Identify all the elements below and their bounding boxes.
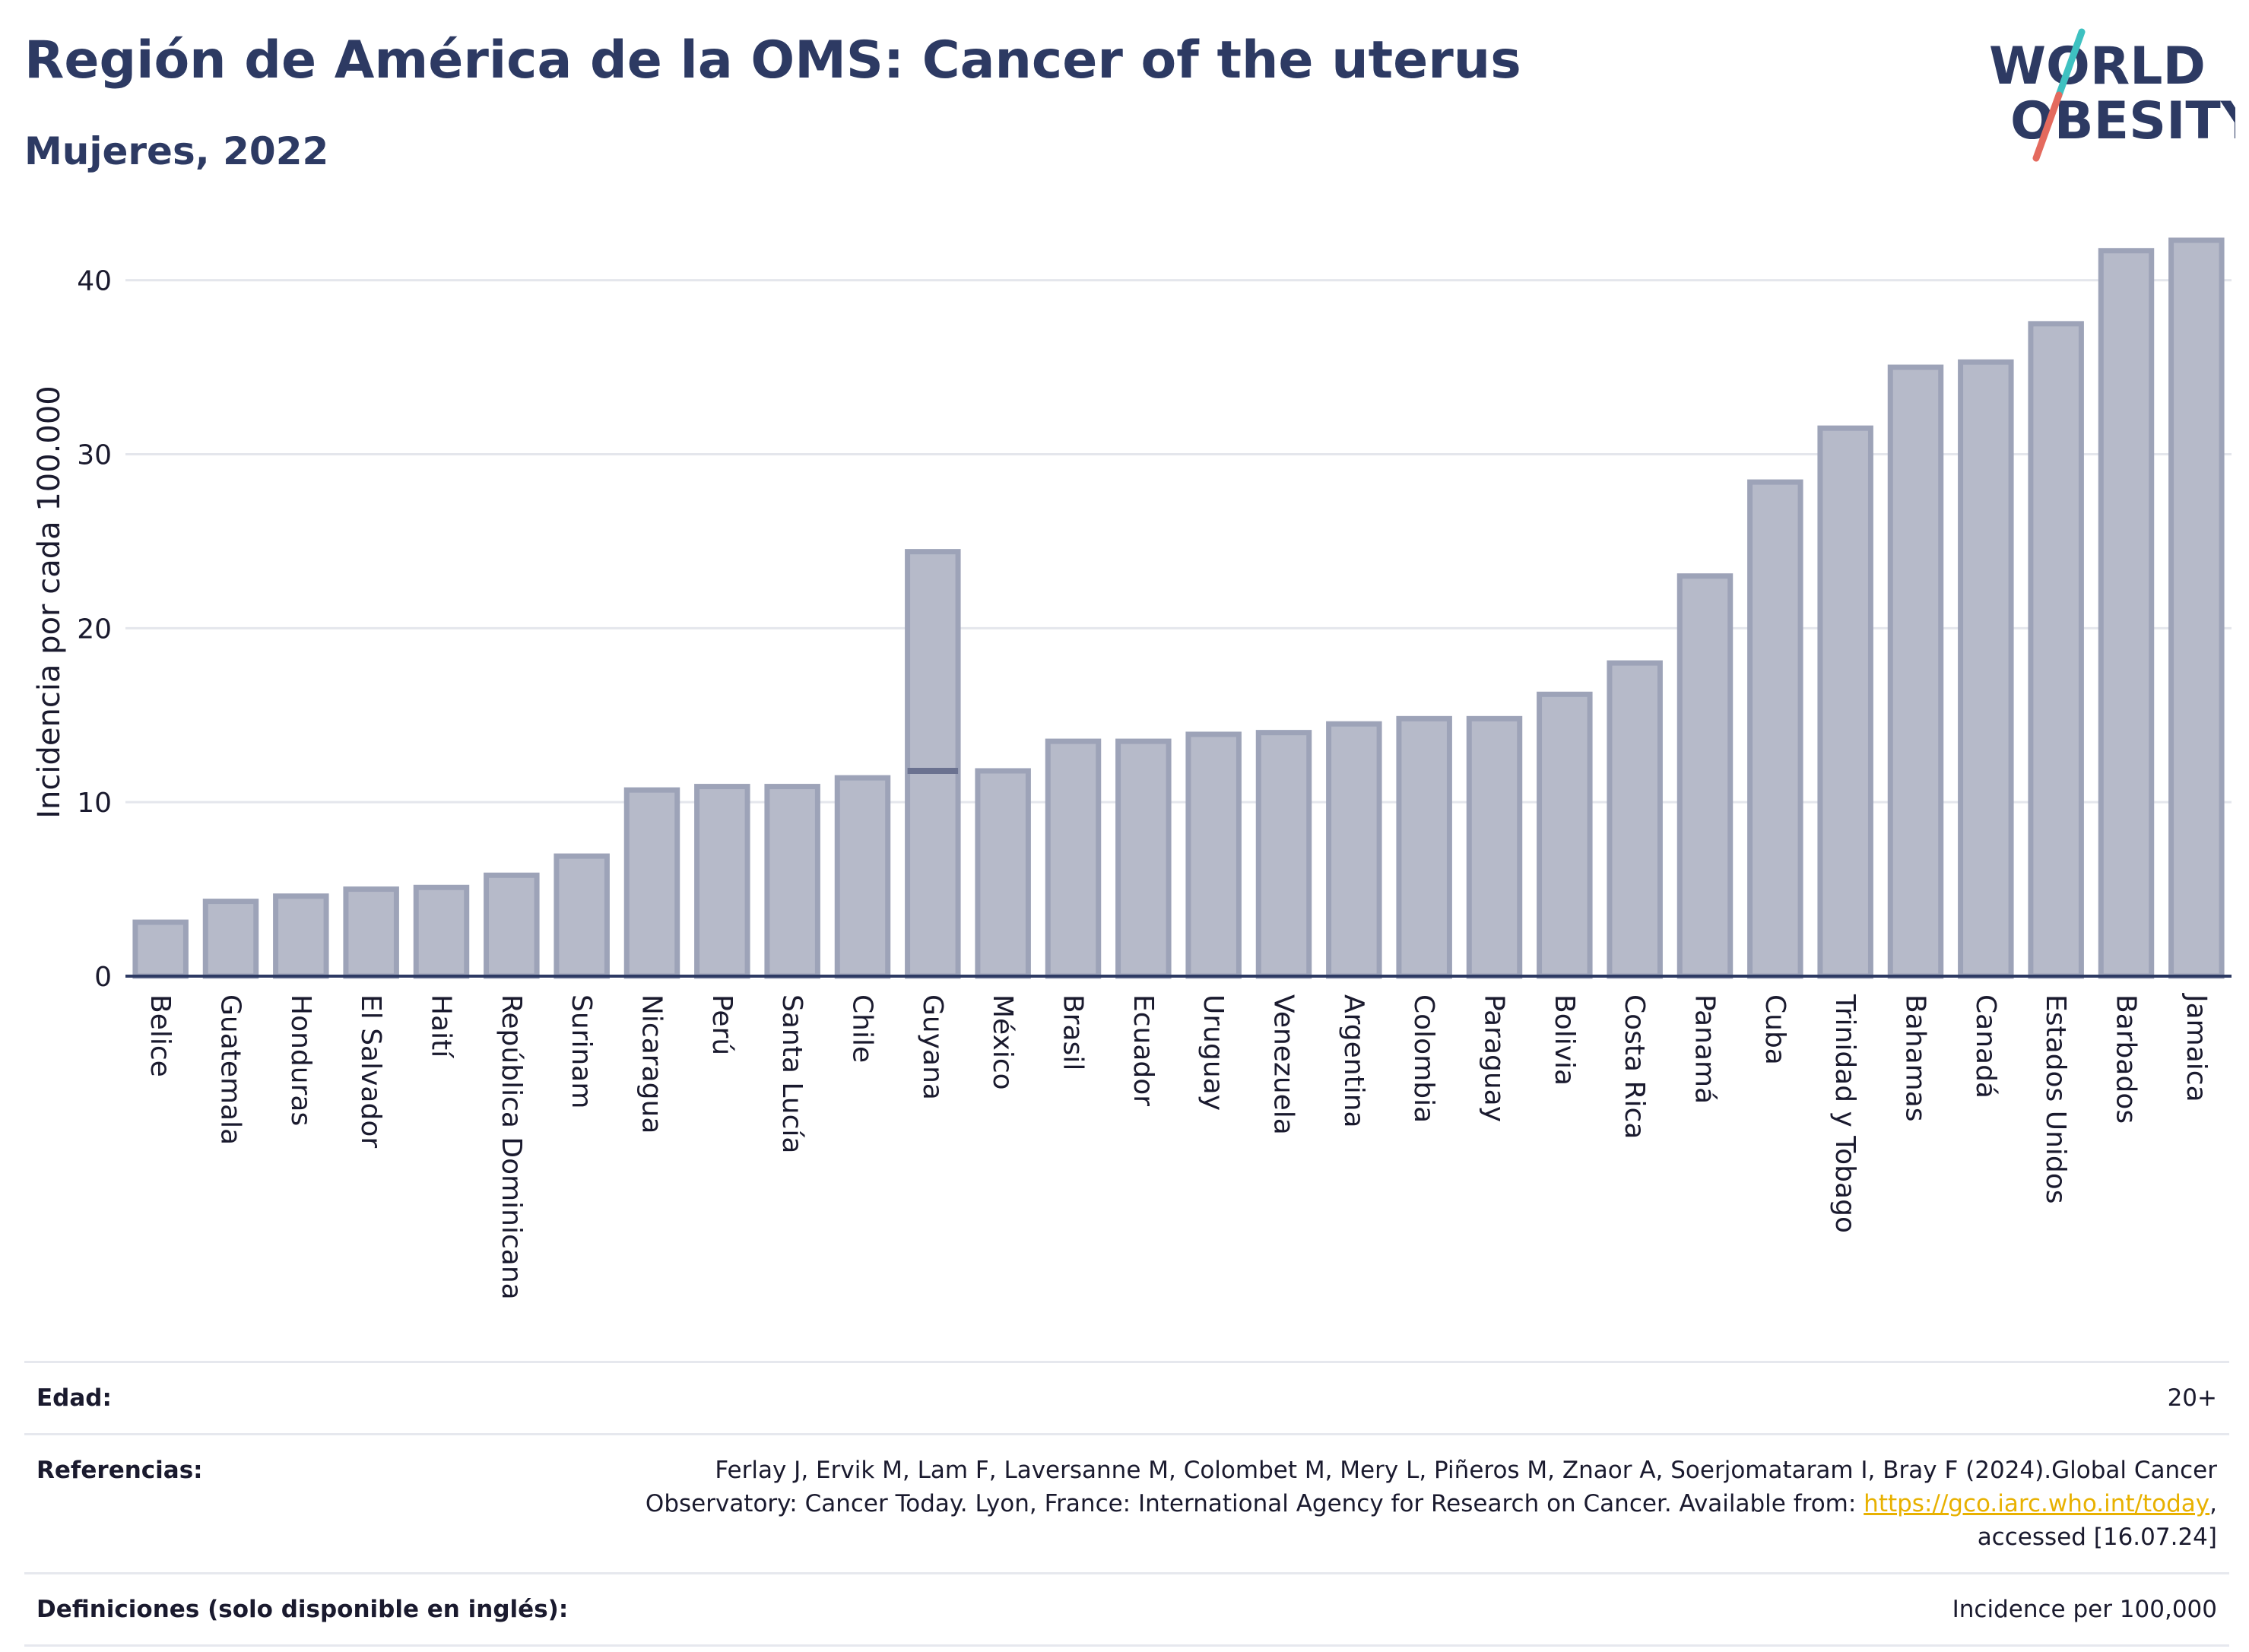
age-label: Edad:: [24, 1361, 581, 1435]
logo-text-world: WORLD: [1989, 36, 2206, 97]
x-tick-label: Panamá: [1689, 994, 1721, 1104]
bar: [623, 787, 680, 979]
bar: [975, 768, 1031, 979]
x-tick-label: Honduras: [285, 994, 316, 1126]
bar: [1326, 721, 1382, 979]
meta-row-age: Edad: 20+: [24, 1361, 2229, 1435]
bar: [1607, 660, 1663, 979]
bar: [2168, 237, 2225, 979]
bar: [1537, 691, 1593, 979]
bar: [202, 899, 259, 979]
x-tick-label: Belice: [144, 994, 176, 1077]
references-label: Referencias:: [24, 1433, 581, 1574]
logo-slash-teal: [2055, 28, 2086, 99]
bar: [132, 919, 189, 979]
definitions-label: Definiciones (solo disponible en inglés)…: [24, 1572, 581, 1647]
x-tick-label: Bolivia: [1549, 994, 1580, 1086]
x-tick-label: Barbados: [2111, 994, 2142, 1124]
x-tick-label: Santa Lucía: [776, 994, 807, 1153]
x-tick-label: Trinidad y Tobago: [1829, 994, 1860, 1233]
chart-title: Región de América de la OMS: Cancer of t…: [24, 30, 1521, 90]
bar-chart: 0 10 20 30 40 Incidencia por cada 100.000 Beli…: [32, 237, 2232, 1300]
x-tick-label: Bahamas: [1900, 994, 1931, 1122]
bar: [1045, 738, 1102, 979]
bar: [764, 784, 820, 979]
x-tick-label: Guatemala: [215, 994, 246, 1145]
y-tick-label: 40: [77, 266, 112, 297]
bar: [905, 549, 961, 979]
bar: [834, 775, 891, 979]
x-tick-label: El Salvador: [355, 994, 386, 1148]
x-tick-label: República Dominicana: [496, 994, 527, 1300]
x-tick-label: Guyana: [917, 994, 948, 1100]
references-text: Ferlay J, Ervik M, Lam F, Laversanne M, …: [645, 1457, 2217, 1517]
x-tick-label: Nicaragua: [636, 994, 668, 1134]
chart-subtitle: Mujeres, 2022: [24, 129, 329, 173]
x-tick-label: Chile: [847, 994, 878, 1063]
x-tick-label: Perú: [706, 994, 738, 1055]
bar: [1817, 425, 1873, 979]
references-value: Ferlay J, Ervik M, Lam F, Laversanne M, …: [581, 1433, 2229, 1574]
bar: [1185, 731, 1242, 979]
y-tick-label: 20: [77, 614, 112, 645]
bar: [1255, 730, 1312, 979]
y-tick-label: 30: [77, 439, 112, 471]
x-tick-label: Estados Unidos: [2040, 994, 2071, 1204]
logo-slash-coral: [2032, 91, 2063, 162]
bar: [554, 853, 610, 979]
x-tick-label: Uruguay: [1197, 994, 1229, 1111]
x-tick-label: Surinam: [566, 994, 597, 1108]
bar: [1887, 364, 1944, 979]
x-tick-label: Costa Rica: [1619, 994, 1650, 1139]
bar: [1396, 715, 1452, 979]
x-tick-label: Jamaica: [2181, 993, 2212, 1102]
meta-row-references: Referencias: Ferlay J, Ervik M, Lam F, L…: [24, 1433, 2229, 1574]
bar: [413, 884, 470, 979]
metadata-table: Edad: 20+ Referencias: Ferlay J, Ervik M…: [24, 1361, 2229, 1647]
x-tick-label: Ecuador: [1128, 994, 1159, 1106]
x-tick-label: Canadá: [1970, 994, 2001, 1099]
bar: [1747, 479, 1803, 979]
bar: [343, 886, 399, 979]
bar: [1676, 573, 1734, 979]
bar: [1115, 738, 1172, 979]
bar: [1466, 715, 1523, 979]
meta-row-definitions: Definiciones (solo disponible en inglés)…: [24, 1572, 2229, 1647]
y-tick-label: 10: [77, 788, 112, 819]
bar: [273, 893, 329, 979]
world-obesity-logo: WORLD OBESITY: [1989, 28, 2235, 162]
x-tick-label: Haití: [426, 994, 457, 1058]
x-tick-label: Cuba: [1759, 994, 1791, 1065]
x-tick-label: Colombia: [1408, 994, 1439, 1123]
references-link[interactable]: https://gco.iarc.who.int/today: [1864, 1490, 2210, 1517]
bar: [2098, 248, 2155, 979]
x-tick-label: México: [987, 994, 1018, 1090]
definitions-value: Incidence per 100,000: [581, 1572, 2229, 1647]
bar: [1958, 359, 2014, 979]
y-tick-label: 0: [94, 962, 112, 993]
x-tick-label: Venezuela: [1268, 994, 1299, 1135]
x-tick-label: Argentina: [1338, 994, 1369, 1128]
bar: [694, 784, 750, 979]
x-tick-label: Brasil: [1058, 994, 1089, 1070]
references-accessed: , accessed [16.07.24]: [1977, 1490, 2217, 1551]
bar: [484, 872, 540, 979]
bar: [2028, 321, 2084, 979]
y-axis-label: Incidencia por cada 100.000: [32, 385, 67, 819]
age-value: 20+: [581, 1361, 2229, 1435]
x-tick-label: Paraguay: [1479, 994, 1510, 1122]
